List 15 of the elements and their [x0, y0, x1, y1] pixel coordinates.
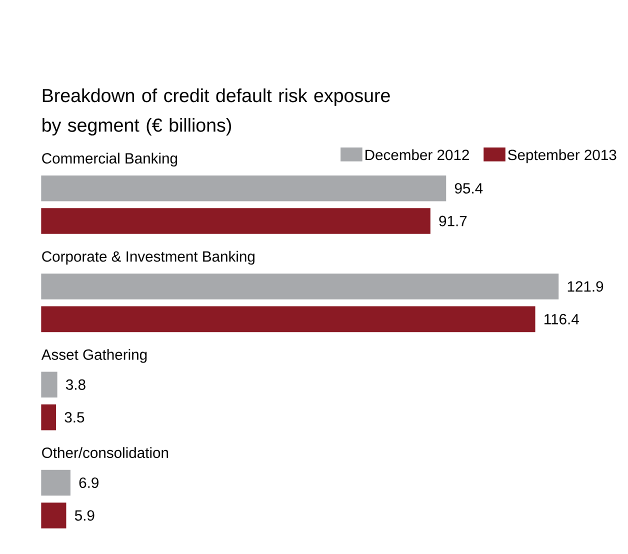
y-tick-label: Other/consolidation [42, 447, 168, 458]
data-label: 3.8 [66, 379, 86, 390]
data-label: 91.7 [439, 216, 467, 226]
data-label: 116.4 [544, 314, 579, 324]
data-label: 5.9 [74, 510, 94, 521]
y-tick-label: Commercial Banking [42, 152, 178, 166]
data-label: 3.5 [64, 412, 84, 423]
y-tick-label: Asset Gathering [41, 348, 147, 363]
chart-title: Breakdown of credit default risk exposure by segment (€ billions) [42, 88, 390, 136]
data-label: 121.9 [568, 281, 604, 292]
data-label: 6.9 [79, 477, 98, 488]
legend-label: December 2012 [366, 149, 469, 160]
legend-label: September 2013 [508, 149, 616, 164]
data-label: 95.4 [454, 183, 483, 194]
y-tick-label: Corporate & Investment Banking [42, 250, 254, 265]
